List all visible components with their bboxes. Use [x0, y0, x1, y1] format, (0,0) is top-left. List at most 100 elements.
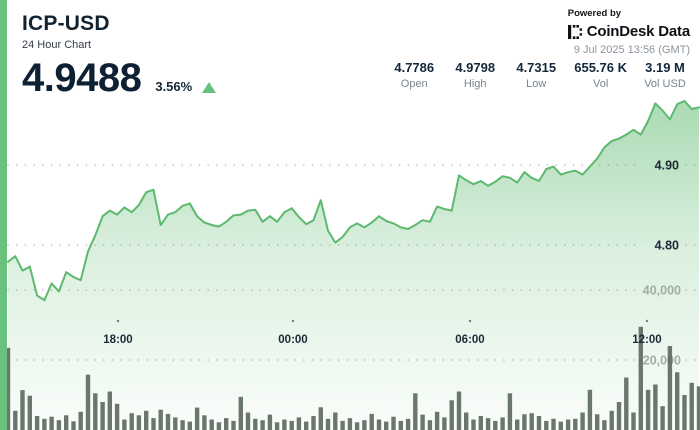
volume-bar: [616, 402, 622, 430]
volume-bar: [660, 406, 665, 430]
volume-bar: [151, 418, 156, 430]
x-tick-dot: [645, 319, 649, 323]
volume-bar: [224, 418, 229, 430]
volume-bar: [42, 418, 47, 430]
volume-bar: [376, 419, 382, 430]
chart-subtitle: 24 Hour Chart: [22, 39, 92, 51]
volume-bar: [238, 396, 243, 430]
price-row: 4.9488 3.56%: [22, 56, 217, 100]
volume-bar: [580, 412, 585, 430]
volume-bar: [362, 420, 367, 430]
price-area-fill: [8, 101, 699, 430]
volume-bar: [85, 374, 91, 430]
coindesk-data-logo[interactable]: CoinDesk Data: [567, 23, 690, 40]
volume-bar: [551, 418, 556, 430]
up-triangle-icon: [202, 82, 217, 93]
volume-bar: [675, 372, 680, 430]
volume-bar: [282, 419, 287, 430]
symbol-title: ICP-USD: [22, 12, 110, 35]
volume-bar: [391, 416, 396, 430]
volume-bar: [304, 421, 309, 430]
axis-label: 4.90: [655, 159, 679, 173]
axis-label: 40,000: [643, 284, 681, 298]
volume-bar: [144, 410, 149, 430]
volume-bar: [587, 389, 593, 430]
coindesk-logo-text: CoinDesk Data: [586, 23, 690, 40]
stat-label: High: [463, 78, 487, 90]
volume-bar: [544, 420, 549, 430]
stat-value: 3.19 M: [645, 60, 685, 75]
volume-bar: [340, 420, 345, 430]
accent-stripe: [0, 0, 7, 430]
x-tick-dot: [291, 319, 295, 323]
stat-label: Open: [400, 78, 428, 90]
stat-open: 4.7786 Open: [391, 60, 437, 90]
volume-bar: [449, 400, 454, 430]
volume-bar: [158, 409, 163, 430]
volume-bar: [398, 420, 403, 430]
x-tick-dot: [468, 319, 472, 323]
volume-bar: [456, 391, 462, 430]
x-tick-dot: [116, 319, 120, 323]
x-tick-label: 06:00: [455, 334, 484, 346]
volume-bar: [573, 418, 578, 430]
x-tick-label: 12:00: [632, 334, 661, 346]
volume-bar: [536, 416, 542, 430]
volume-bar: [49, 416, 54, 430]
volume-bar: [434, 411, 440, 430]
stat-volume-usd: 3.19 M Vol USD: [642, 60, 688, 90]
volume-bar: [631, 412, 636, 430]
volume-bar: [289, 420, 294, 430]
stat-label: Vol: [592, 78, 609, 90]
volume-bar: [369, 413, 374, 430]
volume-bar: [34, 416, 40, 430]
volume-bar: [187, 421, 192, 430]
volume-bar: [202, 415, 207, 430]
volume-bar: [347, 418, 353, 430]
volume-bar: [100, 402, 105, 430]
volume-bar: [173, 417, 178, 430]
volume-bar: [231, 420, 236, 430]
volume-bar: [689, 382, 694, 430]
timestamp: 9 Jul 2025 13:56 (GMT): [573, 44, 690, 56]
current-price: 4.9488: [22, 56, 142, 100]
volume-bar: [129, 413, 134, 430]
volume-bar: [64, 415, 69, 430]
volume-bar: [245, 412, 251, 430]
volume-bar: [274, 422, 280, 430]
volume-bar: [405, 418, 411, 430]
volume-bar: [420, 414, 425, 430]
stat-volume: 655.76 K Vol: [574, 60, 627, 90]
axis-label: 20,000: [643, 354, 681, 368]
volume-bar: [478, 416, 483, 430]
volume-bar: [696, 386, 700, 430]
volume-bar: [209, 419, 214, 430]
volume-bar: [529, 413, 534, 430]
volume-bar: [180, 420, 185, 430]
volume-bar: [27, 395, 32, 430]
x-tick-label: 18:00: [103, 334, 132, 346]
volume-bar: [311, 416, 316, 430]
coindesk-logo-icon: [567, 24, 582, 39]
volume-bar: [333, 412, 338, 430]
stat-low: 4.7315 Low: [513, 60, 559, 90]
volume-bar: [78, 411, 83, 430]
volume-bar: [325, 418, 331, 430]
stats-row: 4.7786 Open 4.9798 High 4.7315 Low 655.7…: [391, 60, 688, 90]
stat-value: 4.7786: [394, 60, 435, 75]
volume-bar: [354, 422, 360, 430]
volume-bar: [522, 414, 527, 430]
volume-bar: [667, 346, 673, 430]
stat-label: Vol USD: [644, 78, 686, 90]
volume-bar: [107, 391, 112, 430]
change-percent: 3.56%: [155, 79, 193, 94]
volume-bar: [609, 410, 614, 430]
stat-value: 4.7315: [516, 60, 557, 75]
volume-bar: [595, 414, 600, 430]
volume-bar: [602, 420, 607, 430]
volume-bar: [253, 418, 258, 430]
volume-bar: [413, 393, 418, 430]
volume-bar: [471, 419, 476, 430]
